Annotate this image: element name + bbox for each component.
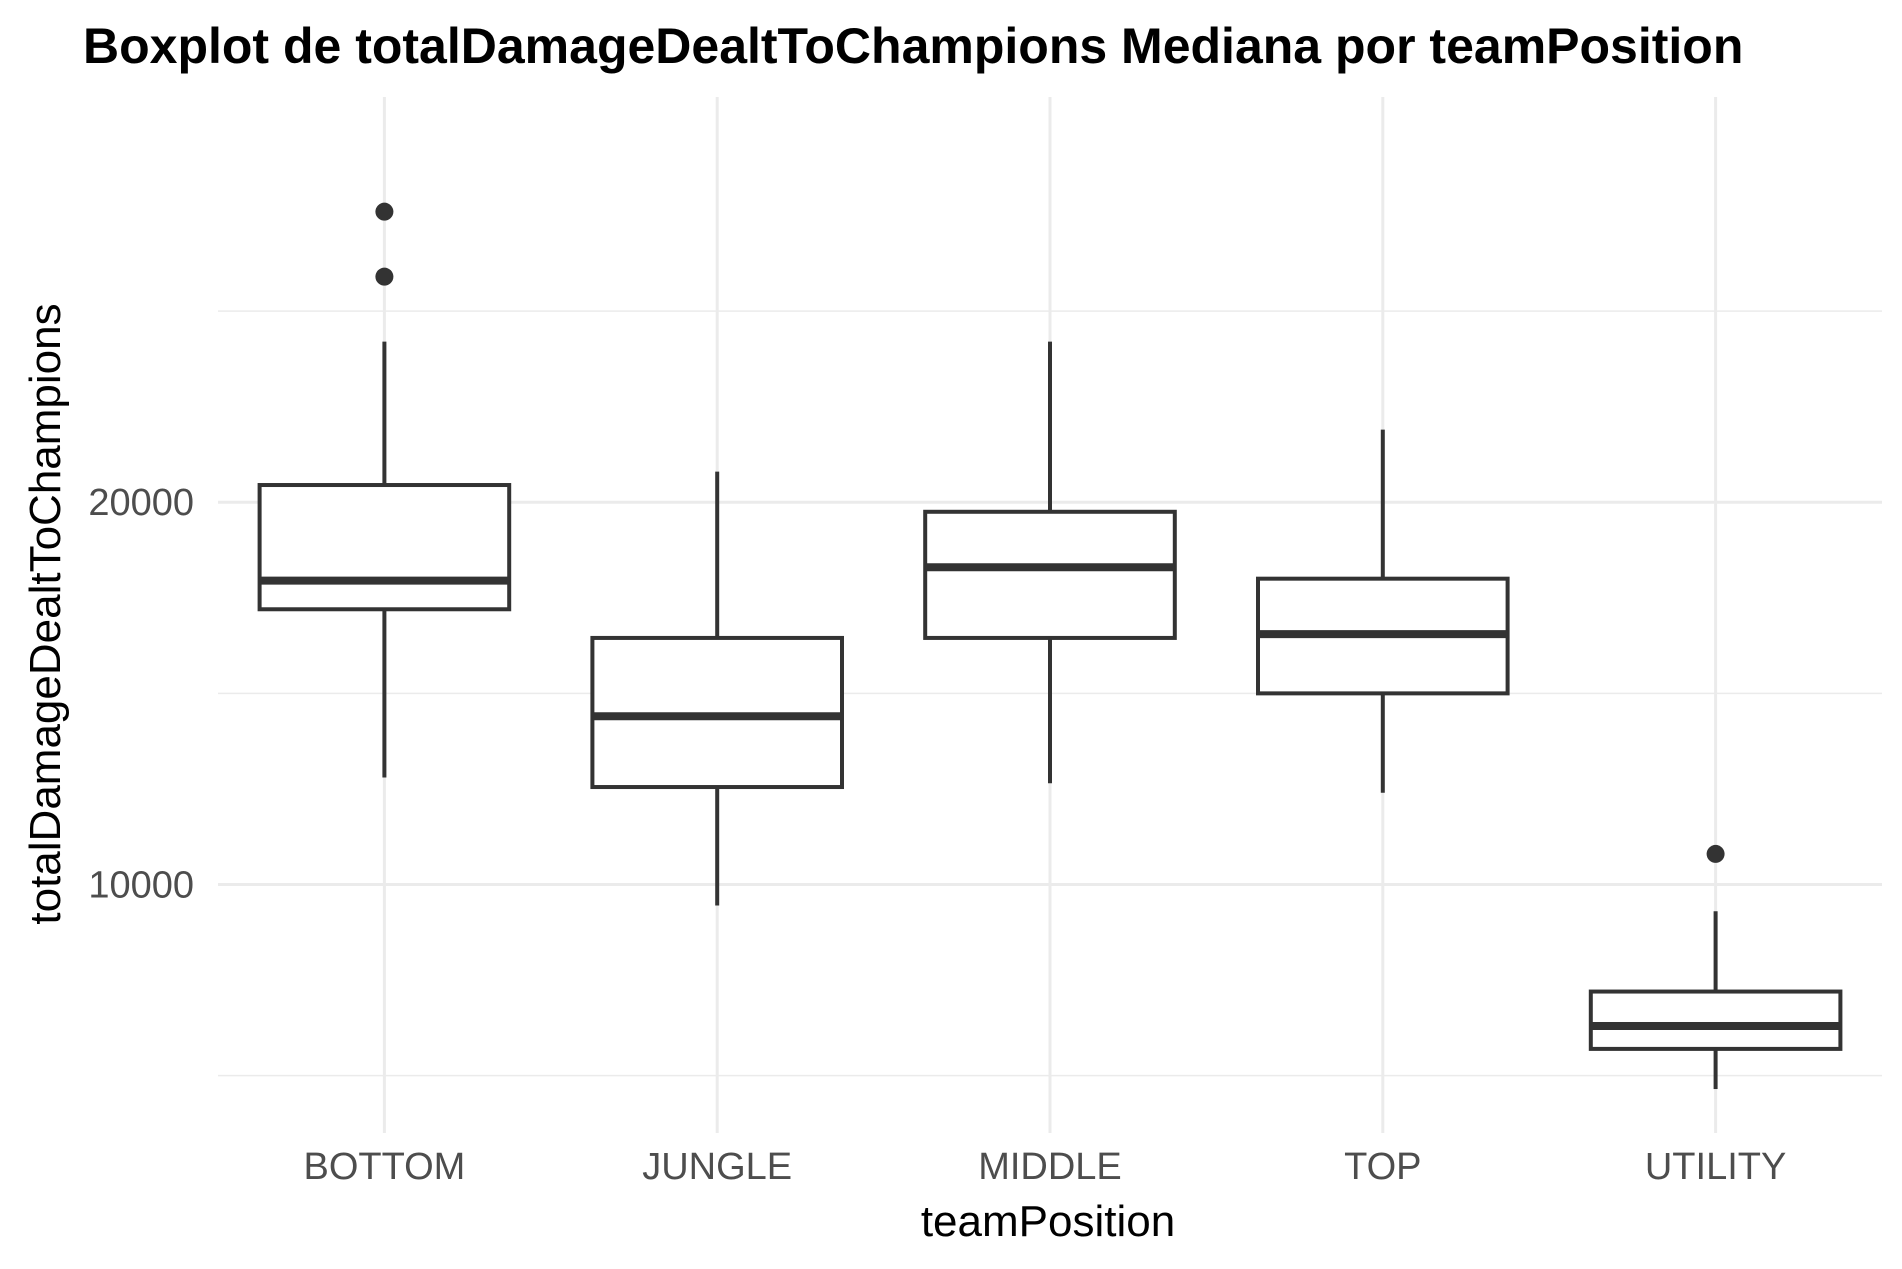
outlier-point — [375, 202, 394, 221]
box-top — [1256, 429, 1510, 793]
x-tick-label: MIDDLE — [978, 1146, 1122, 1188]
box-utility — [1588, 844, 1843, 1090]
y-tick-label: 10000 — [88, 865, 194, 907]
outlier-point — [375, 267, 394, 286]
x-tick-label: UTILITY — [1645, 1146, 1786, 1188]
x-tick-label: TOP — [1344, 1146, 1421, 1188]
axis-ticks: 10000 20000 BOTTOM JUNGLE MIDDLE TOP UTILITY — [88, 482, 1786, 1188]
x-axis-title: teamPosition — [921, 1197, 1175, 1246]
y-tick-label: 20000 — [88, 482, 194, 524]
box-series — [257, 202, 1843, 1090]
x-tick-label: JUNGLE — [642, 1146, 792, 1188]
iqr-box — [923, 509, 1177, 640]
x-tick-label: BOTTOM — [303, 1146, 465, 1188]
y-axis-title: totalDamageDealtToChampions — [21, 303, 70, 924]
box-jungle — [590, 471, 845, 906]
chart-title: Boxplot de totalDamageDealtToChampions M… — [83, 18, 1743, 74]
iqr-box — [1588, 989, 1843, 1051]
box-bottom — [257, 202, 512, 778]
iqr-box — [257, 483, 512, 612]
box-middle — [923, 341, 1177, 784]
outlier-point — [1706, 844, 1725, 863]
